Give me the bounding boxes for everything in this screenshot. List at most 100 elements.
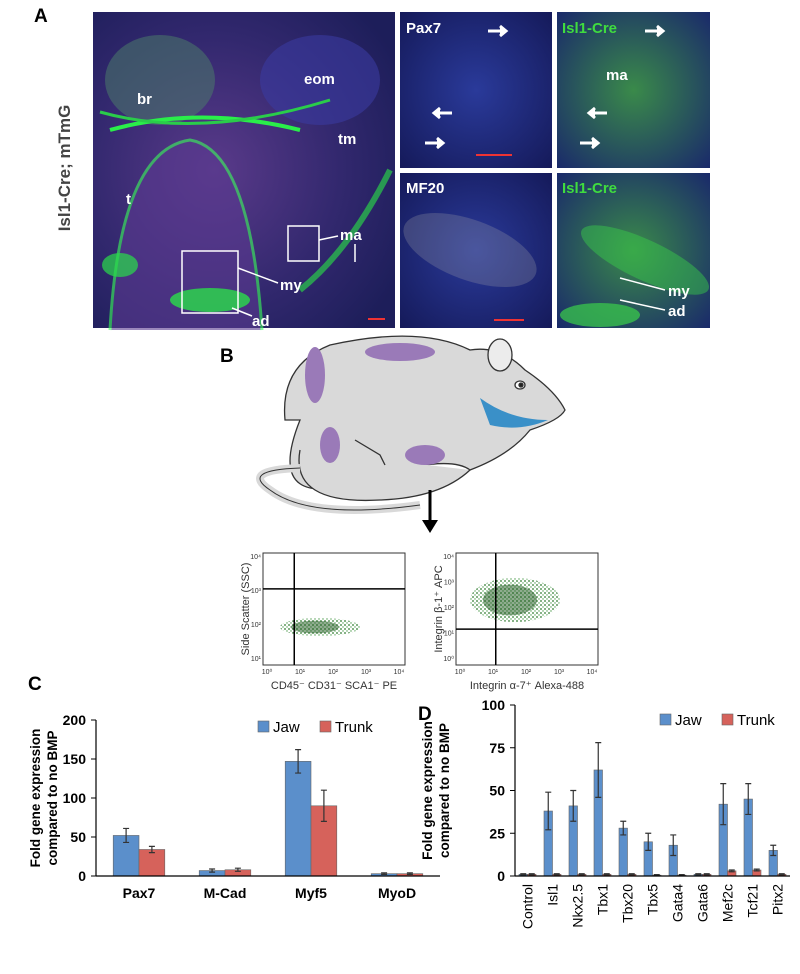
error-bar	[645, 832, 652, 851]
image-label: br	[137, 91, 152, 108]
tick-label: 10¹	[488, 669, 499, 676]
image-label: ma	[340, 227, 362, 244]
error-bar	[703, 873, 710, 876]
tick-label: 10¹	[444, 631, 455, 638]
legend-label: Trunk	[737, 712, 775, 729]
y-axis-label: compared to no BMP	[437, 723, 452, 858]
error-bar	[753, 868, 760, 872]
panel-label: C	[28, 674, 42, 695]
error-bar	[728, 869, 735, 873]
tick-label: 10³	[444, 580, 455, 587]
axis-label: Integrin β-1⁺ APC	[433, 565, 445, 652]
cell-cloud	[483, 584, 537, 616]
image-label: eom	[304, 71, 335, 88]
error-bar	[123, 827, 130, 844]
legend-label: Trunk	[335, 719, 373, 736]
image-label: t	[126, 191, 131, 208]
y-tick-label: 50	[70, 829, 86, 845]
y-tick-label: 100	[63, 790, 87, 806]
error-bar	[209, 868, 216, 873]
x-tick-label: Myf5	[295, 885, 327, 901]
error-bar	[720, 783, 727, 826]
x-tick-label: M-Cad	[204, 885, 247, 901]
bar	[138, 849, 166, 877]
image-label: my	[668, 283, 690, 300]
legend-swatch	[257, 720, 270, 733]
x-tick-label: Pax7	[123, 885, 156, 901]
legend-label: Jaw	[675, 712, 702, 729]
error-bar	[628, 873, 635, 876]
error-bar	[603, 873, 610, 876]
error-bar	[570, 789, 577, 822]
y-tick-label: 50	[489, 783, 505, 799]
tick-label: 10²	[521, 669, 532, 676]
x-tick-label: MyoD	[378, 885, 416, 901]
x-tick-label: Tbx1	[595, 884, 611, 915]
error-bar	[234, 867, 241, 872]
x-tick-label: Tbx20	[620, 884, 636, 923]
error-bar	[745, 783, 752, 816]
cell-cloud	[291, 620, 339, 634]
image-label: ad	[252, 313, 270, 330]
tick-label: 10³	[251, 588, 262, 595]
image-label: Pax7	[406, 20, 441, 37]
panel-label: A	[34, 6, 48, 27]
x-tick-label: Control	[520, 884, 536, 929]
axis-label: CD45⁻ CD31⁻ SCA1⁻ PE	[271, 680, 397, 692]
image-label: Isl1-Cre	[562, 180, 617, 197]
y-tick-label: 100	[482, 697, 506, 713]
error-bar	[595, 742, 602, 798]
tick-label: 10¹	[295, 669, 306, 676]
tick-label: 10⁰	[455, 668, 466, 676]
error-bar	[520, 873, 527, 876]
error-bar	[528, 873, 535, 876]
x-tick-label: Gata6	[695, 884, 711, 922]
tick-label: 10²	[251, 622, 262, 629]
x-tick-label: Pitx2	[770, 884, 786, 915]
tick-label: 10²	[444, 605, 455, 612]
error-bar	[545, 791, 552, 831]
error-bar	[620, 820, 627, 836]
image-label: ma	[606, 67, 628, 84]
tick-label: 10³	[361, 669, 372, 676]
legend-swatch	[721, 713, 734, 726]
tick-label: 10⁰	[262, 668, 273, 676]
tick-label: 10²	[328, 669, 339, 676]
x-tick-label: Mef2c	[720, 884, 736, 922]
bar	[284, 761, 312, 877]
image-label: my	[280, 277, 302, 294]
error-bar	[770, 844, 777, 857]
plot-frame	[262, 552, 406, 666]
axis-label: Side Scatter (SSC)	[240, 563, 252, 656]
arrow	[422, 490, 438, 533]
error-bar	[578, 873, 585, 876]
tick-label: 10⁴	[394, 669, 405, 676]
image-label: tm	[338, 131, 356, 148]
error-bar	[381, 872, 388, 876]
x-tick-label: Isl1	[545, 884, 561, 906]
axis-label: Integrin α-7⁺ Alexa-488	[470, 680, 584, 692]
error-bar	[148, 845, 155, 854]
error-bar	[553, 873, 560, 876]
image-overview	[93, 12, 395, 331]
mouse-illustration	[256, 335, 566, 514]
y-tick-label: 200	[63, 712, 87, 728]
tick-label: 10⁴	[443, 554, 454, 561]
error-bar	[670, 834, 677, 857]
legend-label: Jaw	[273, 719, 300, 736]
y-axis-label: Fold gene expression	[420, 721, 435, 860]
image-label: MF20	[406, 180, 444, 197]
y-axis-label: compared to no BMP	[45, 730, 60, 865]
y-tick-label: 0	[78, 868, 86, 884]
error-bar	[778, 873, 785, 876]
y-tick-label: 0	[497, 868, 505, 884]
legend-swatch	[659, 713, 672, 726]
tick-label: 10⁴	[250, 554, 261, 561]
side-label: Isl1-Cre; mTmG	[55, 105, 74, 232]
error-bar	[695, 873, 702, 876]
error-bar	[406, 872, 413, 876]
error-bar	[295, 749, 302, 774]
flow-plots: 10⁰ 10¹ 10² 10³ 10⁴ 10¹ 10² 10³ 10⁴ CD45⁻ CD31⁻ S…	[240, 552, 599, 692]
x-tick-label: Nkx2.5	[570, 884, 586, 928]
